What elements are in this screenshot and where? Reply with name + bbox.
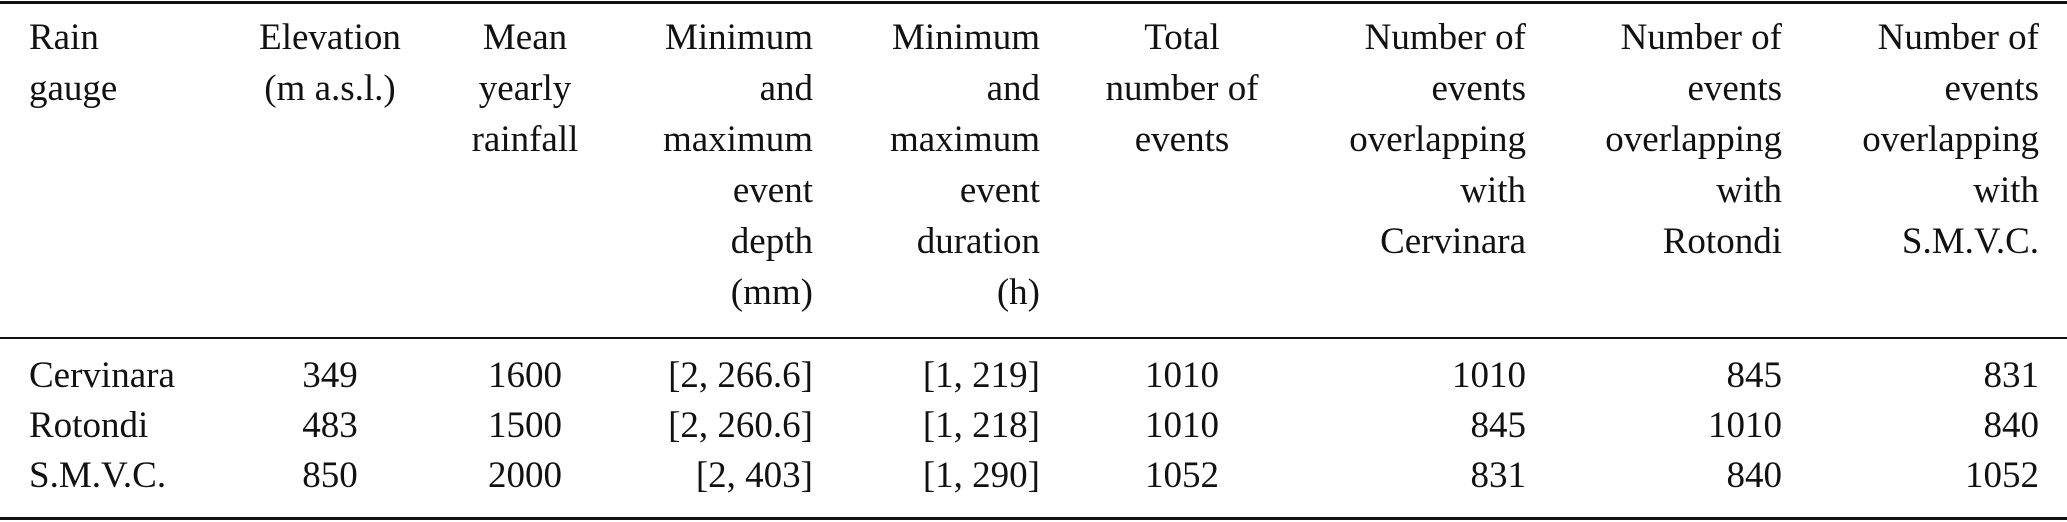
table-cell: [2, 403] xyxy=(695,455,813,496)
table-cell: 1010 xyxy=(1145,405,1219,446)
table-cell: 1600 xyxy=(488,355,562,396)
header-cell: overlapping xyxy=(1605,119,1782,160)
table-cell: 1010 xyxy=(1452,355,1526,396)
table-cell: 1052 xyxy=(1145,455,1219,496)
table-cell: 840 xyxy=(1726,455,1783,496)
table-cell: [1, 219] xyxy=(922,355,1040,396)
header-cell: Rain xyxy=(29,17,99,58)
header-cell: Number of xyxy=(1877,17,2039,58)
header-cell: with xyxy=(1716,170,1782,211)
header-cell: Elevation xyxy=(259,17,401,58)
header-cell: events xyxy=(1134,119,1230,160)
header-cell: overlapping xyxy=(1862,119,2039,160)
header-cell: number of xyxy=(1105,68,1259,109)
table-cell: 850 xyxy=(302,455,358,496)
table-cell: 831 xyxy=(1983,355,2040,396)
table-cell: 349 xyxy=(302,355,358,396)
table-cell: 1010 xyxy=(1145,355,1219,396)
bottom-rule xyxy=(0,517,2067,520)
table-cell: 1052 xyxy=(1965,455,2039,496)
table-cell: Cervinara xyxy=(29,355,175,396)
header-cell: Rotondi xyxy=(1662,221,1782,262)
header-cell: events xyxy=(1687,68,1782,109)
header-cell: duration xyxy=(916,221,1040,262)
table-cell: [1, 290] xyxy=(922,455,1040,496)
table-cell: 1010 xyxy=(1708,405,1782,446)
header-cell: maximum xyxy=(889,119,1040,160)
header-cell: Number of xyxy=(1364,17,1526,58)
header-cell: and xyxy=(759,68,813,109)
header-cell: yearly xyxy=(478,68,572,109)
table-cell: 1500 xyxy=(488,405,562,446)
header-cell: maximum xyxy=(662,119,813,160)
header-cell: Number of xyxy=(1620,17,1782,58)
header-cell: events xyxy=(1944,68,2039,109)
header-cell: Minimum xyxy=(891,17,1040,58)
header-cell: Mean xyxy=(482,17,568,58)
table-cell: S.M.V.C. xyxy=(29,455,167,496)
table-cell: Rotondi xyxy=(29,405,149,446)
header-cell: gauge xyxy=(29,68,118,109)
header-cell: (mm) xyxy=(730,272,813,313)
table-cell: 845 xyxy=(1726,355,1783,396)
mid-rule xyxy=(0,337,2067,339)
header-cell: (h) xyxy=(996,272,1040,313)
table-cell: 2000 xyxy=(488,455,562,496)
header-cell: and xyxy=(986,68,1040,109)
table-cell: 840 xyxy=(1983,405,2040,446)
header-cell: event xyxy=(732,170,813,211)
header-cell: with xyxy=(1460,170,1526,211)
header-cell: (m a.s.l.) xyxy=(264,68,396,109)
header-cell: Cervinara xyxy=(1380,221,1526,262)
table-cell: [2, 266.6] xyxy=(668,355,813,396)
top-rule xyxy=(0,1,2067,4)
table-cell: [1, 218] xyxy=(922,405,1040,446)
header-cell: event xyxy=(959,170,1040,211)
header-cell: depth xyxy=(730,221,813,262)
table-cell: [2, 260.6] xyxy=(668,405,813,446)
header-cell: rainfall xyxy=(471,119,579,160)
header-cell: Total xyxy=(1144,17,1220,58)
header-cell: Minimum xyxy=(664,17,813,58)
header-cell: events xyxy=(1431,68,1526,109)
table-cell: 831 xyxy=(1470,455,1527,496)
header-cell: overlapping xyxy=(1349,119,1526,160)
table-cell: 483 xyxy=(302,405,358,446)
header-cell: S.M.V.C. xyxy=(1901,221,2039,262)
table-cell: 845 xyxy=(1470,405,1527,446)
header-cell: with xyxy=(1973,170,2039,211)
